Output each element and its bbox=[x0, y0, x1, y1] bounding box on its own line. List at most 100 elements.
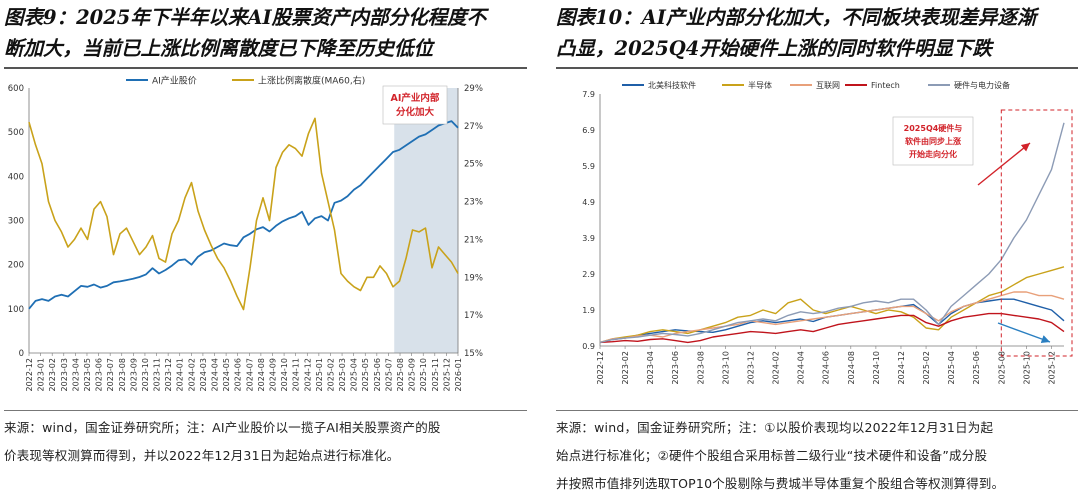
right-annotation-text: 软件由同步上涨 bbox=[905, 136, 961, 146]
left-x-tick-label: 2023-03 bbox=[60, 358, 69, 391]
right-x-tick-label: 2025-12 bbox=[1047, 351, 1056, 384]
right-y-tick-label: 6.9 bbox=[582, 126, 595, 135]
right-annotation-text: 开始走向分化 bbox=[909, 149, 957, 159]
right-y-tick-label: 1.9 bbox=[582, 306, 595, 315]
left-chart-title-line2: 断加大，当前已上涨比例离散度已下降至历史低位 bbox=[4, 37, 434, 60]
right-x-tick-label: 2023-08 bbox=[696, 351, 705, 384]
left-x-tick-label: 2023-09 bbox=[129, 358, 138, 391]
right-legend-software-label: 北美科技软件 bbox=[648, 80, 696, 90]
right-x-tick-label: 2025-04 bbox=[947, 351, 956, 384]
left-y-tick-label: 100 bbox=[8, 305, 24, 315]
right-x-tick-label: 2025-06 bbox=[972, 351, 981, 384]
left-source-line1: 来源：wind，国金证券研究所；注：AI产业股价以一揽子AI相关股票资产的股 bbox=[4, 420, 441, 435]
right-x-tick-label: 2025-08 bbox=[997, 351, 1006, 384]
left-x-tick-label: 2024-08 bbox=[257, 358, 266, 391]
right-legend-semis-label: 半导体 bbox=[748, 80, 772, 90]
right-x-tick-label: 2024-04 bbox=[797, 351, 806, 384]
left-y-tick-label: 500 bbox=[8, 128, 24, 138]
left-x-tick-label: 2024-07 bbox=[245, 358, 254, 391]
right-x-tick-label: 2025-10 bbox=[1022, 351, 1031, 384]
right-legend-hardware-label: 硬件与电力设备 bbox=[954, 80, 1010, 90]
left-x-tick-label: 2025-05 bbox=[361, 358, 370, 391]
left-x-tick-label: 2024-09 bbox=[268, 358, 277, 391]
right-x-tick-label: 2024-06 bbox=[822, 351, 831, 384]
left-x-tick-label: 2025-06 bbox=[373, 358, 382, 391]
left-x-tick-label: 2024-12 bbox=[303, 358, 312, 391]
left-x-tick-label: 2023-04 bbox=[71, 358, 80, 391]
right-chart-title-line2: 凸显，2025Q4开始硬件上涨的同时软件明显下跌 bbox=[556, 37, 992, 60]
left-y-tick-label: 0 bbox=[19, 349, 24, 359]
left-x-tick-label: 2024-04 bbox=[211, 358, 220, 391]
left-x-tick-label: 2025-03 bbox=[338, 358, 347, 391]
right-y-tick-label: 7.9 bbox=[582, 90, 595, 99]
right-source-line2: 始点进行标准化；②硬件个股组合采用标普二级行业“技术硬件和设备”成分股 bbox=[556, 448, 988, 463]
right-legend-internet-label: 互联网 bbox=[816, 81, 840, 90]
right-x-tick-label: 2023-04 bbox=[646, 351, 655, 384]
left-x-tick-label: 2024-01 bbox=[176, 358, 185, 391]
right-source-line1: 来源：wind，国金证券研究所；注：①以股价表现均以2022年12月31日为起 bbox=[556, 420, 994, 435]
left-x-tick-label: 2024-06 bbox=[234, 358, 243, 391]
left-x-tick-label: 2026-01 bbox=[454, 358, 463, 391]
right-x-tick-label: 2023-06 bbox=[671, 351, 680, 384]
right-x-tick-label: 2024-10 bbox=[872, 351, 881, 384]
left-x-tick-label: 2025-02 bbox=[326, 358, 335, 391]
left-y2-tick-label: 27% bbox=[464, 122, 483, 132]
left-x-tick-label: 2025-10 bbox=[419, 358, 428, 391]
left-x-tick-label: 2024-05 bbox=[222, 358, 231, 391]
right-x-tick-label: 2023-12 bbox=[746, 351, 755, 384]
right-annotation-text: 2025Q4硬件与 bbox=[904, 123, 963, 133]
left-title-rule bbox=[4, 67, 527, 69]
left-chart-title-line1: 图表9：2025年下半年以来AI股票资产内部分化程度不 bbox=[4, 6, 487, 29]
right-x-tick-label: 2024-02 bbox=[772, 351, 781, 384]
left-legend-label-dispersion: 上涨比例离散度(MA60,右) bbox=[258, 75, 365, 87]
right-series-hardware bbox=[599, 122, 1065, 344]
right-series-software bbox=[599, 298, 1065, 344]
left-x-tick-label: 2025-09 bbox=[408, 358, 417, 391]
left-x-tick-label: 2025-12 bbox=[442, 358, 451, 391]
left-series-dispersion bbox=[28, 117, 459, 311]
right-y-tick-label: 0.9 bbox=[582, 342, 595, 351]
right-x-tick-label: 2024-08 bbox=[847, 351, 856, 384]
right-x-tick-label: 2023-10 bbox=[721, 351, 730, 384]
left-x-tick-label: 2023-05 bbox=[83, 358, 92, 391]
left-y2-tick-label: 29% bbox=[464, 84, 483, 94]
left-source-rule bbox=[4, 410, 527, 411]
left-x-tick-label: 2022-12 bbox=[25, 358, 34, 391]
right-x-tick-label: 2022-12 bbox=[596, 351, 605, 384]
left-x-tick-label: 2025-08 bbox=[396, 358, 405, 391]
left-x-tick-label: 2024-03 bbox=[199, 358, 208, 391]
left-y2-tick-label: 17% bbox=[464, 311, 483, 321]
left-annotation-box bbox=[382, 85, 448, 125]
left-x-tick-label: 2024-11 bbox=[292, 358, 301, 391]
left-x-tick-label: 2025-11 bbox=[431, 358, 440, 391]
left-x-tick-label: 2024-10 bbox=[280, 358, 289, 391]
left-annotation-text: AI产业内部 bbox=[391, 92, 440, 104]
left-y2-tick-label: 15% bbox=[464, 349, 483, 359]
left-x-tick-label: 2023-10 bbox=[141, 358, 150, 391]
left-x-tick-label: 2025-04 bbox=[350, 358, 359, 391]
right-series-semis bbox=[599, 266, 1065, 344]
left-y2-tick-label: 23% bbox=[464, 198, 483, 208]
left-x-tick-label: 2023-06 bbox=[95, 358, 104, 391]
right-chart-title-line1: 图表10：AI产业内部分化加大，不同板块表现差异逐渐 bbox=[556, 6, 1037, 29]
right-series-internet bbox=[599, 291, 1065, 344]
right-title-rule bbox=[556, 67, 1078, 69]
left-y-tick-label: 300 bbox=[8, 217, 24, 227]
right-x-tick-label: 2023-02 bbox=[621, 351, 630, 384]
left-y-tick-label: 400 bbox=[8, 172, 24, 182]
left-y2-tick-label: 19% bbox=[464, 273, 483, 283]
right-annotation-box bbox=[892, 116, 974, 166]
left-legend-label-ai: AI产业股价 bbox=[152, 75, 197, 87]
right-x-tick-label: 2025-02 bbox=[922, 351, 931, 384]
left-x-tick-label: 2023-08 bbox=[118, 358, 127, 391]
left-source-line2: 价表现等权测算而得到，并以2022年12月31日为起始点进行标准化。 bbox=[4, 448, 400, 463]
right-y-tick-label: 3.9 bbox=[582, 234, 595, 243]
left-x-tick-label: 2025-07 bbox=[384, 358, 393, 391]
right-up-arrow bbox=[977, 142, 1031, 186]
right-y-tick-label: 4.9 bbox=[582, 198, 595, 207]
left-x-tick-label: 2023-11 bbox=[153, 358, 162, 391]
left-x-tick-label: 2023-01 bbox=[37, 358, 46, 391]
right-y-tick-label: 5.9 bbox=[582, 162, 595, 171]
right-y-tick-label: 2.9 bbox=[582, 270, 595, 279]
